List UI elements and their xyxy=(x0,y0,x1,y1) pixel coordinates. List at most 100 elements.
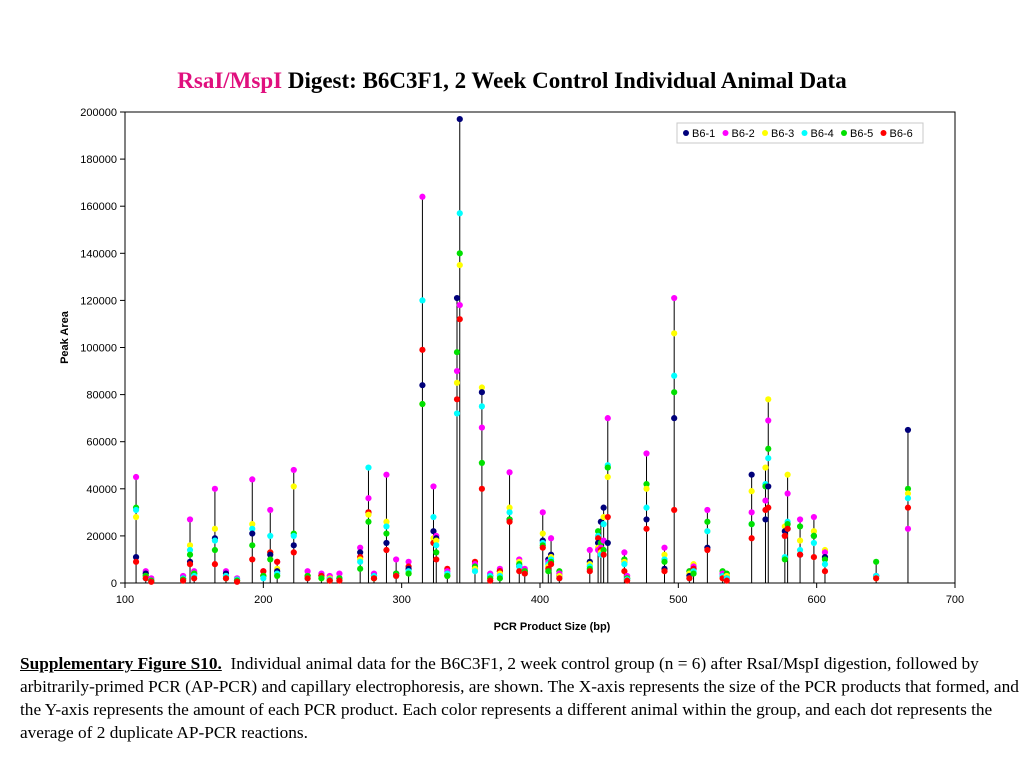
data-point-b6-2 xyxy=(821,549,829,556)
data-point-b6-6 xyxy=(290,549,297,556)
chart-title-accent: RsaI/MspI xyxy=(177,68,283,93)
data-point-b6-3 xyxy=(211,525,219,532)
data-point-b6-6 xyxy=(671,506,678,514)
plot-frame xyxy=(124,111,956,584)
data-point-b6-1 xyxy=(748,471,755,478)
x-tick-label: 500 xyxy=(669,594,687,606)
data-point-b6-2 xyxy=(290,466,297,474)
data-point-b6-6 xyxy=(326,577,333,584)
data-point-b6-6 xyxy=(506,518,513,525)
data-point-b6-6 xyxy=(904,504,912,511)
y-tick-label: 160000 xyxy=(80,201,117,213)
data-point-b6-5 xyxy=(496,575,503,582)
y-tick-label: 140000 xyxy=(80,248,117,260)
x-tick-label: 300 xyxy=(392,594,410,606)
data-point-b6-3 xyxy=(478,384,485,391)
data-point-b6-3 xyxy=(765,396,772,403)
data-point-b6-6 xyxy=(723,577,730,584)
data-point-b6-2 xyxy=(478,424,485,431)
data-point-b6-1 xyxy=(419,382,426,389)
data-point-b6-4 xyxy=(478,403,485,410)
caption-label: Supplementary Figure S10. xyxy=(20,654,222,673)
data-point-b6-3 xyxy=(661,551,668,558)
data-point-b6-3 xyxy=(365,511,372,518)
data-point-b6-4 xyxy=(430,513,437,521)
data-point-b6-2 xyxy=(357,544,364,551)
data-point-b6-6 xyxy=(516,568,523,575)
data-point-b6-4 xyxy=(671,372,678,379)
data-point-b6-5 xyxy=(433,549,440,556)
data-point-b6-6 xyxy=(233,578,241,585)
legend-marker xyxy=(722,130,729,136)
data-point-b6-1 xyxy=(383,539,390,547)
data-point-b6-5 xyxy=(671,389,678,396)
data-point-b6-1 xyxy=(453,294,461,302)
data-point-b6-4 xyxy=(132,506,140,514)
data-point-b6-2 xyxy=(419,193,426,200)
data-point-b6-6 xyxy=(142,575,149,582)
axes: 0 20000 40000 60000 80000 100000 120000 140000 1… xyxy=(59,107,964,633)
data-point-b6-5 xyxy=(821,556,829,563)
data-point-b6-5 xyxy=(267,556,274,563)
data-point-b6-2 xyxy=(506,469,513,476)
data-point-b6-2 xyxy=(211,485,219,492)
data-point-b6-1 xyxy=(762,516,769,523)
data-point-b6-5 xyxy=(365,518,372,525)
data-point-b6-6 xyxy=(586,568,593,575)
data-point-b6-6 xyxy=(781,532,788,539)
data-point-b6-3 xyxy=(762,464,769,471)
data-point-b6-1 xyxy=(430,528,437,535)
legend-marker xyxy=(762,130,768,136)
data-point-b6-3 xyxy=(784,471,791,478)
data-point-b6-6 xyxy=(600,551,607,558)
data-point-b6-4 xyxy=(267,532,274,539)
data-point-b6-3 xyxy=(796,537,804,544)
data-point-b6-4 xyxy=(904,495,912,502)
data-point-b6-1 xyxy=(357,549,364,556)
data-point-b6-3 xyxy=(132,513,140,521)
data-point-b6-6 xyxy=(821,568,829,575)
x-tick-label: 600 xyxy=(807,594,825,606)
data-point-b6-2 xyxy=(547,535,555,542)
plot-area xyxy=(124,111,956,584)
data-point-b6-2 xyxy=(336,570,343,577)
data-point-b6-6 xyxy=(784,525,791,532)
data-point-b6-4 xyxy=(471,568,479,575)
data-point-b6-4 xyxy=(643,504,650,511)
x-tick-label: 200 xyxy=(254,594,272,606)
data-point-b6-6 xyxy=(873,575,880,582)
legend-marker xyxy=(880,130,887,136)
y-axis-title: Peak Area xyxy=(59,310,71,364)
data-point-b6-4 xyxy=(365,464,372,471)
data-point-b6-2 xyxy=(186,516,194,523)
data-point-b6-6 xyxy=(148,578,155,585)
data-point-b6-5 xyxy=(781,556,788,563)
data-point-b6-5 xyxy=(545,568,552,575)
data-point-b6-6 xyxy=(453,396,461,403)
data-point-b6-6 xyxy=(643,525,650,532)
data-point-b6-6 xyxy=(487,577,494,584)
x-axis-title: PCR Product Size (bp) xyxy=(494,621,611,633)
data-point-b6-6 xyxy=(704,546,711,554)
figure-caption: Supplementary Figure S10. Individual ani… xyxy=(20,652,1020,744)
data-point-b6-4 xyxy=(249,525,256,532)
data-point-b6-6 xyxy=(419,346,426,353)
data-point-b6-4 xyxy=(357,558,364,565)
data-point-b6-3 xyxy=(249,521,256,528)
data-point-b6-6 xyxy=(383,546,390,554)
data-point-b6-4 xyxy=(290,532,297,539)
data-point-b6-2 xyxy=(904,525,912,532)
data-point-b6-4 xyxy=(456,210,463,217)
data-point-b6-5 xyxy=(456,250,463,257)
data-point-b6-5 xyxy=(211,546,219,554)
data-point-b6-2 xyxy=(604,415,611,422)
data-point-b6-5 xyxy=(318,575,325,582)
data-point-b6-2 xyxy=(762,497,769,504)
data-point-b6-2 xyxy=(267,506,274,514)
data-point-b6-6 xyxy=(478,485,485,492)
data-point-b6-5 xyxy=(595,528,602,535)
data-point-b6-6 xyxy=(393,572,400,580)
data-point-b6-5 xyxy=(796,523,804,530)
data-point-b6-4 xyxy=(821,561,829,568)
data-point-b6-5 xyxy=(643,480,650,488)
